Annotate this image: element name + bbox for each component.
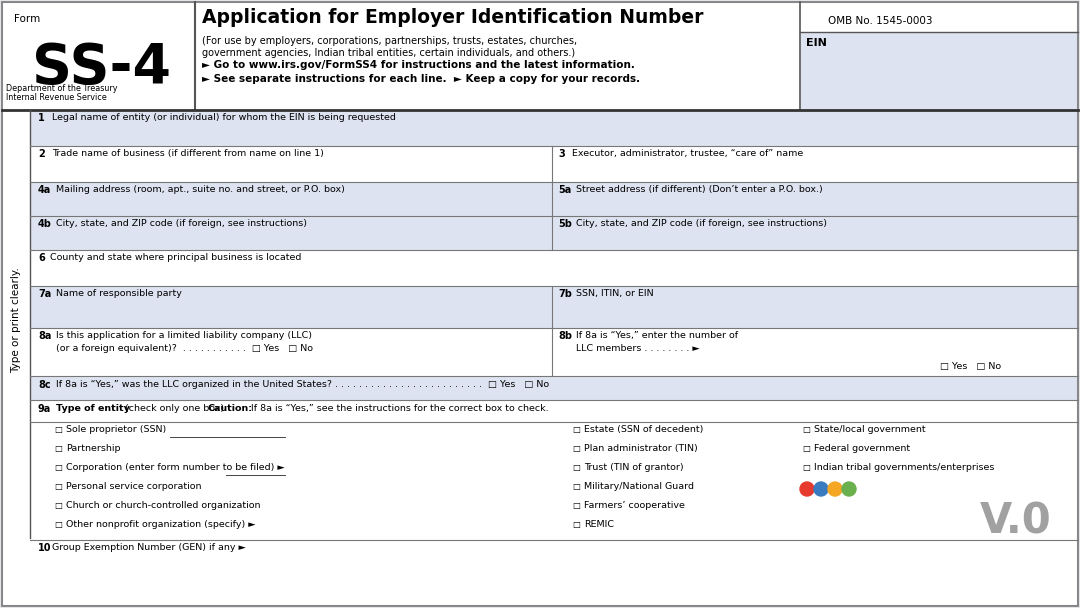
Text: Application for Employer Identification Number: Application for Employer Identification …: [202, 8, 703, 27]
Text: Personal service corporation: Personal service corporation: [66, 482, 202, 491]
Text: Farmers’ cooperative: Farmers’ cooperative: [584, 501, 685, 510]
Text: Is this application for a limited liability company (LLC): Is this application for a limited liabil…: [56, 331, 312, 340]
Text: □: □: [572, 520, 580, 529]
Text: Church or church-controlled organization: Church or church-controlled organization: [66, 501, 260, 510]
Text: □: □: [572, 444, 580, 453]
Text: Street address (if different) (Don’t enter a P.O. box.): Street address (if different) (Don’t ent…: [576, 185, 823, 194]
Text: Sole proprietor (SSN): Sole proprietor (SSN): [66, 425, 166, 434]
Text: □: □: [572, 463, 580, 472]
Text: Internal Revenue Service: Internal Revenue Service: [6, 93, 107, 102]
Text: SS-4: SS-4: [32, 41, 171, 95]
Text: 7a: 7a: [38, 289, 51, 299]
Text: Group Exemption Number (GEN) if any ►: Group Exemption Number (GEN) if any ►: [52, 543, 246, 552]
Circle shape: [800, 482, 814, 496]
Text: (For use by employers, corporations, partnerships, trusts, estates, churches,: (For use by employers, corporations, par…: [202, 36, 577, 46]
Text: City, state, and ZIP code (if foreign, see instructions): City, state, and ZIP code (if foreign, s…: [576, 219, 827, 228]
Text: 10: 10: [38, 543, 52, 553]
Text: □: □: [54, 501, 62, 510]
Text: □: □: [54, 444, 62, 453]
Text: City, state, and ZIP code (if foreign, see instructions): City, state, and ZIP code (if foreign, s…: [56, 219, 307, 228]
Bar: [30, 286, 1078, 328]
Bar: [801, 33, 1078, 110]
Text: □: □: [572, 482, 580, 491]
Text: Partnership: Partnership: [66, 444, 121, 453]
Text: 5a: 5a: [558, 185, 571, 195]
Bar: [30, 182, 1078, 216]
Text: If 8a is “Yes,” was the LLC organized in the United States? . . . . . . . . . . : If 8a is “Yes,” was the LLC organized in…: [56, 380, 549, 389]
Text: □: □: [54, 482, 62, 491]
Text: Trust (TIN of grantor): Trust (TIN of grantor): [584, 463, 684, 472]
Text: Other nonprofit organization (specify) ►: Other nonprofit organization (specify) ►: [66, 520, 256, 529]
Text: Type or print clearly.: Type or print clearly.: [11, 267, 21, 373]
Bar: [30, 216, 1078, 250]
Text: 1: 1: [38, 113, 44, 123]
Text: 9a: 9a: [38, 404, 51, 414]
Text: □: □: [54, 425, 62, 434]
Text: State/local government: State/local government: [814, 425, 926, 434]
Text: □: □: [802, 444, 810, 453]
Text: government agencies, Indian tribal entities, certain individuals, and others.): government agencies, Indian tribal entit…: [202, 48, 576, 58]
Text: Plan administrator (TIN): Plan administrator (TIN): [584, 444, 698, 453]
Text: OMB No. 1545-0003: OMB No. 1545-0003: [827, 16, 932, 26]
Text: 8a: 8a: [38, 331, 52, 341]
Text: Military/National Guard: Military/National Guard: [584, 482, 694, 491]
Text: Indian tribal governments/enterprises: Indian tribal governments/enterprises: [814, 463, 995, 472]
Text: Mailing address (room, apt., suite no. and street, or P.O. box): Mailing address (room, apt., suite no. a…: [56, 185, 345, 194]
Text: 6: 6: [38, 253, 44, 263]
Text: □: □: [54, 520, 62, 529]
Text: Trade name of business (if different from name on line 1): Trade name of business (if different fro…: [52, 149, 324, 158]
Text: County and state where principal business is located: County and state where principal busines…: [50, 253, 301, 262]
Text: Estate (SSN of decedent): Estate (SSN of decedent): [584, 425, 703, 434]
Text: Name of responsible party: Name of responsible party: [56, 289, 181, 298]
Text: (check only one box).: (check only one box).: [122, 404, 230, 413]
Text: □: □: [54, 463, 62, 472]
Circle shape: [828, 482, 842, 496]
Text: REMIC: REMIC: [584, 520, 615, 529]
Text: Form: Form: [14, 14, 40, 24]
Text: EIN: EIN: [806, 38, 827, 48]
Text: 7b: 7b: [558, 289, 572, 299]
Text: Executor, administrator, trustee, “care of” name: Executor, administrator, trustee, “care …: [572, 149, 804, 158]
Bar: [30, 110, 1078, 146]
Text: □: □: [802, 425, 810, 434]
Text: Type of entity: Type of entity: [56, 404, 130, 413]
Text: ► See separate instructions for each line.  ► Keep a copy for your records.: ► See separate instructions for each lin…: [202, 74, 640, 84]
Text: V.0: V.0: [980, 500, 1052, 542]
Text: 4b: 4b: [38, 219, 52, 229]
Text: If 8a is “Yes,” see the instructions for the correct box to check.: If 8a is “Yes,” see the instructions for…: [248, 404, 549, 413]
Bar: [30, 376, 1078, 400]
Text: Federal government: Federal government: [814, 444, 910, 453]
Text: 8c: 8c: [38, 380, 51, 390]
Text: 5b: 5b: [558, 219, 572, 229]
Text: (or a foreign equivalent)?  . . . . . . . . . . .  □ Yes   □ No: (or a foreign equivalent)? . . . . . . .…: [56, 344, 313, 353]
Text: 2: 2: [38, 149, 44, 159]
Text: SSN, ITIN, or EIN: SSN, ITIN, or EIN: [576, 289, 653, 298]
Text: ► Go to www.irs.gov/FormSS4 for instructions and the latest information.: ► Go to www.irs.gov/FormSS4 for instruct…: [202, 60, 635, 70]
Text: □: □: [802, 463, 810, 472]
Text: □: □: [572, 425, 580, 434]
Text: Legal name of entity (or individual) for whom the EIN is being requested: Legal name of entity (or individual) for…: [52, 113, 396, 122]
Text: □: □: [572, 501, 580, 510]
Text: Department of the Treasury: Department of the Treasury: [6, 84, 118, 93]
Text: Corporation (enter form number to be filed) ►: Corporation (enter form number to be fil…: [66, 463, 285, 472]
Text: 3: 3: [558, 149, 565, 159]
Text: LLC members . . . . . . . . ►: LLC members . . . . . . . . ►: [576, 344, 700, 353]
Text: If 8a is “Yes,” enter the number of: If 8a is “Yes,” enter the number of: [576, 331, 738, 340]
Circle shape: [842, 482, 856, 496]
Text: 8b: 8b: [558, 331, 572, 341]
Text: □ Yes   □ No: □ Yes □ No: [940, 362, 1001, 371]
Circle shape: [814, 482, 828, 496]
Text: Caution:: Caution:: [208, 404, 253, 413]
Text: 4a: 4a: [38, 185, 51, 195]
Bar: [2, 2, 195, 110]
